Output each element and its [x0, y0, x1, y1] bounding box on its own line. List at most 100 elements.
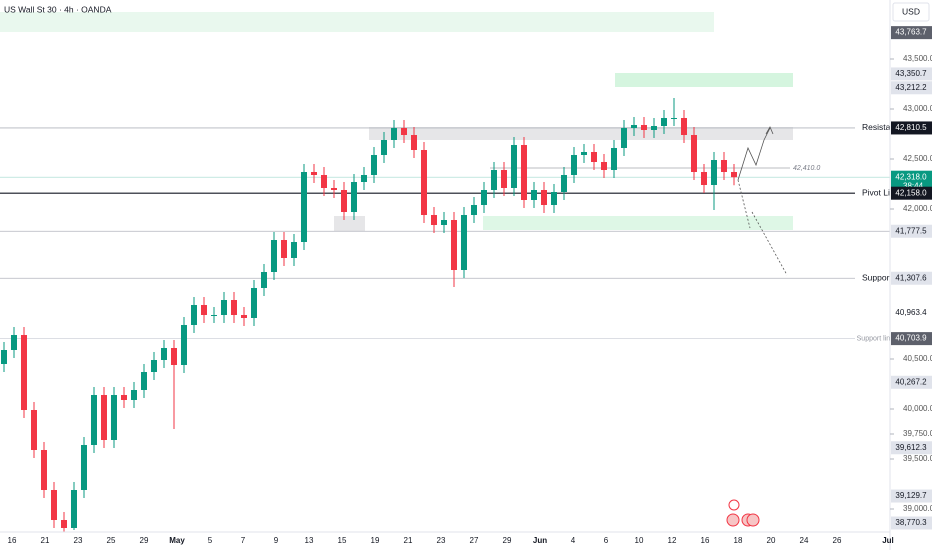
levels: Resistance Pivot Line Support Support line 4… — [0, 122, 904, 342]
x-tick-label: 18 — [734, 536, 743, 545]
candle-body — [541, 190, 547, 205]
candle-body — [471, 205, 477, 215]
candle-body — [481, 190, 487, 205]
y-tick-label: 39,750.0 — [903, 429, 932, 438]
x-tick-label: 15 — [338, 536, 347, 545]
x-tick-label: 21 — [41, 536, 50, 545]
price-badge — [891, 121, 932, 135]
x-tick-label: 25 — [107, 536, 116, 545]
price-badge-label: 43,212.2 — [895, 83, 927, 92]
x-tick-label: 23 — [437, 536, 446, 545]
price-badge — [891, 186, 932, 200]
candle-body — [401, 128, 407, 135]
candle-body — [171, 348, 177, 365]
candle-body — [561, 175, 567, 192]
axis-labels: 43,500.0 43,000.0 42,500.0 42,000.0 40,500.0… — [8, 26, 932, 545]
y-tick-label: 40,500.0 — [903, 354, 932, 363]
candle-body — [61, 520, 67, 528]
candle-body — [491, 170, 497, 190]
candle-body — [511, 145, 517, 188]
candle-body — [191, 305, 197, 325]
zone — [483, 216, 793, 230]
candle-body — [731, 172, 737, 178]
candle-body — [461, 215, 467, 270]
x-tick-label: 29 — [140, 536, 149, 545]
annotation-label: 42,410.0 — [793, 165, 820, 172]
x-tick-label: May — [169, 536, 185, 545]
price-badge — [891, 516, 932, 530]
candle-body — [621, 128, 627, 148]
candle-body — [41, 450, 47, 490]
candle-body — [711, 160, 717, 185]
zone — [0, 12, 714, 32]
candle-body — [31, 410, 37, 450]
x-tick-label: 16 — [701, 536, 710, 545]
x-tick-label: 23 — [74, 536, 83, 545]
x-tick-label: 26 — [833, 536, 842, 545]
candle-body — [311, 172, 317, 175]
candle-body — [211, 315, 217, 316]
candle-body — [641, 125, 647, 130]
y-tick-label: 42,000.0 — [903, 204, 932, 213]
candle-body — [521, 145, 527, 200]
y-tick-label: 42,500.0 — [903, 154, 932, 163]
price-badge — [891, 306, 932, 320]
candle-body — [651, 126, 657, 130]
zone — [615, 73, 793, 87]
candle-body — [611, 148, 617, 170]
projection-up — [737, 127, 771, 181]
candle-body — [261, 272, 267, 288]
candle-body — [631, 125, 637, 128]
price-badge-label: 41,307.6 — [895, 273, 927, 282]
candle-body — [331, 188, 337, 190]
candle-body — [221, 300, 227, 315]
price-badge — [891, 271, 932, 285]
projection-down — [751, 211, 788, 276]
candle-body — [201, 305, 207, 315]
price-badge — [891, 489, 932, 503]
candle-body — [361, 175, 367, 182]
x-tick-label: 16 — [8, 536, 17, 545]
price-badge — [891, 81, 932, 95]
candle-body — [371, 155, 377, 175]
price-badge — [891, 332, 932, 346]
x-tick-label: 27 — [470, 536, 479, 545]
price-badge — [891, 67, 932, 81]
arrowhead — [765, 126, 774, 135]
price-badge-label: 38,770.3 — [895, 518, 927, 527]
price-badge-label: 40,963.4 — [895, 308, 927, 317]
x-tick-label: 5 — [208, 536, 213, 545]
candle-body — [451, 220, 457, 270]
price-badge-label: 43,763.7 — [895, 28, 927, 37]
x-tick-label: 9 — [274, 536, 279, 545]
candle-body — [671, 118, 677, 119]
candle-body — [601, 162, 607, 170]
x-tick-label: 13 — [305, 536, 314, 545]
candle-body — [431, 215, 437, 225]
y-tick-label: 39,000.0 — [903, 504, 932, 513]
zone — [334, 216, 365, 231]
candle-body — [301, 172, 307, 242]
x-tick-label: 6 — [604, 536, 609, 545]
candle-body — [581, 152, 587, 155]
price-badge-label: 42,810.5 — [895, 123, 927, 132]
candle-body — [51, 490, 57, 520]
x-tick-label: 19 — [371, 536, 380, 545]
currency: USD — [902, 6, 920, 16]
x-tick-label: 10 — [635, 536, 644, 545]
price-badge — [891, 375, 932, 389]
candle-body — [71, 490, 77, 528]
candle-body — [141, 372, 147, 390]
price-badge — [891, 441, 932, 455]
event-icon — [728, 499, 740, 511]
candle-body — [81, 445, 87, 490]
candle-body — [501, 170, 507, 188]
currency-box — [892, 2, 930, 22]
candle-body — [161, 348, 167, 360]
level-label: Resistance — [862, 122, 904, 132]
event-icon — [746, 513, 760, 527]
candle-body — [411, 135, 417, 150]
x-tick-label: 12 — [668, 536, 677, 545]
candle-body — [241, 315, 247, 318]
candle-body — [271, 240, 277, 272]
